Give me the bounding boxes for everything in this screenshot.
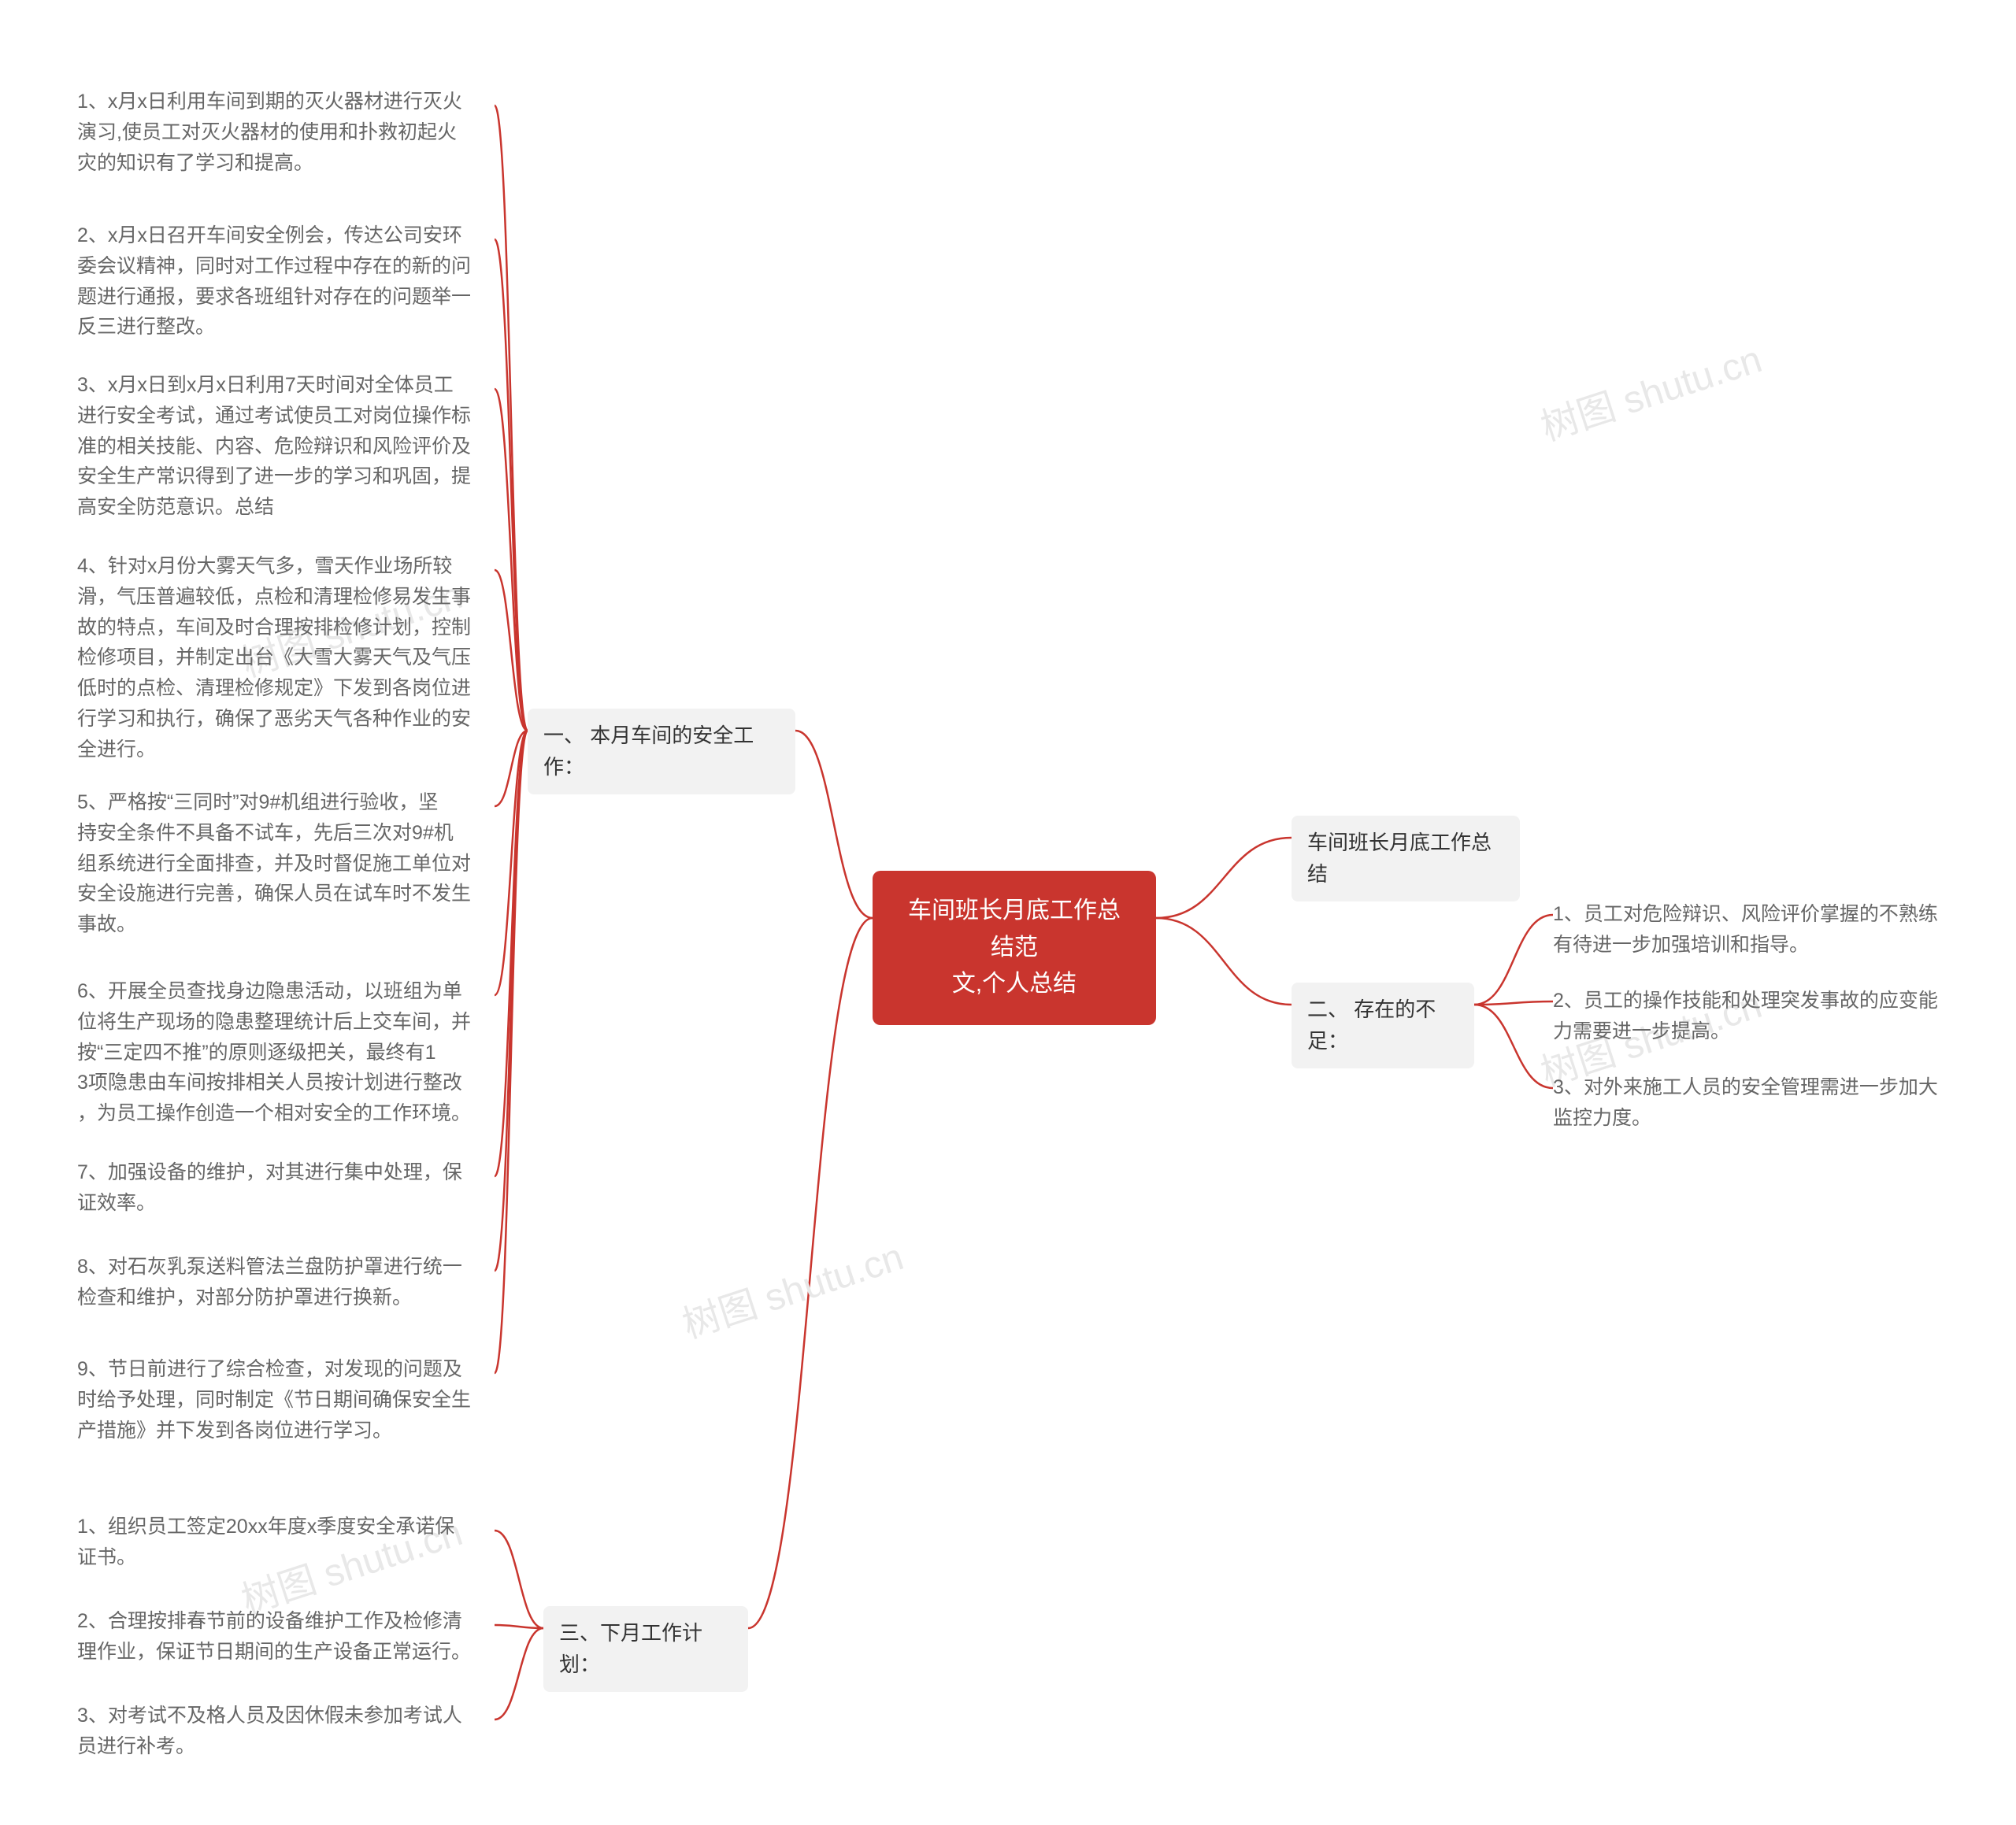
branch-right-1: 二、 存在的不足： — [1292, 983, 1474, 1068]
leaf-right-1-1: 2、员工的操作技能和处理突发事故的应变能 力需要进一步提高。 — [1553, 986, 1978, 1047]
leaf-left-0-1: 2、x月x日召开车间安全例会，传达公司安环 委会议精神，同时对工作过程中存在的新… — [77, 220, 495, 342]
leaf-left-0-8: 9、节日前进行了综合检查，对发现的问题及 时给予处理，同时制定《节日期间确保安全… — [77, 1354, 495, 1446]
leaf-left-0-0: 1、x月x日利用车间到期的灭火器材进行灭火 演习,使员工对灭火器材的使用和扑救初… — [77, 87, 495, 178]
leaf-left-0-2: 3、x月x日到x月x日利用7天时间对全体员工 进行安全考试，通过考试使员工对岗位… — [77, 370, 495, 523]
branch-left-0: 一、 本月车间的安全工作： — [528, 709, 795, 794]
leaf-left-0-5: 6、开展全员查找身边隐患活动，以班组为单 位将生产现场的隐患整理统计后上交车间，… — [77, 976, 495, 1129]
leaf-left-0-4: 5、严格按“三同时”对9#机组进行验收，坚 持安全条件不具备不试车，先后三次对9… — [77, 787, 495, 940]
watermark: 树图 shutu.cn — [1532, 328, 1767, 451]
leaf-left-1-2: 3、对考试不及格人员及因休假未参加考试人 员进行补考。 — [77, 1701, 495, 1762]
leaf-right-1-2: 3、对外来施工人员的安全管理需进一步加大 监控力度。 — [1553, 1072, 1978, 1134]
leaf-left-0-6: 7、加强设备的维护，对其进行集中处理，保 证效率。 — [77, 1157, 495, 1219]
branch-left-1: 三、下月工作计划： — [543, 1606, 748, 1692]
leaf-left-1-0: 1、组织员工签定20xx年度x季度安全承诺保 证书。 — [77, 1512, 495, 1573]
mindmap-root: 车间班长月底工作总结范 文,个人总结 — [873, 871, 1156, 1025]
leaf-right-1-0: 1、员工对危险辩识、风险评价掌握的不熟练 有待进一步加强培训和指导。 — [1553, 899, 1978, 961]
leaf-left-1-1: 2、合理按排春节前的设备维护工作及检修清 理作业，保证节日期间的生产设备正常运行… — [77, 1606, 495, 1668]
branch-right-0: 车间班长月底工作总结 — [1292, 816, 1520, 901]
leaf-left-0-3: 4、针对x月份大雾天气多，雪天作业场所较 滑，气压普遍较低，点检和清理检修易发生… — [77, 551, 495, 764]
watermark: 树图 shutu.cn — [674, 1226, 909, 1349]
leaf-left-0-7: 8、对石灰乳泵送料管法兰盘防护罩进行统一 检查和维护，对部分防护罩进行换新。 — [77, 1252, 495, 1313]
